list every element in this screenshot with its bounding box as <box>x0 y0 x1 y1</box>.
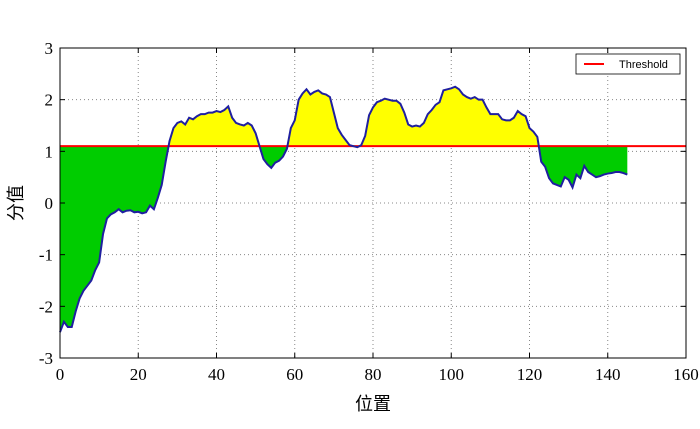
fill-above-threshold <box>287 89 354 147</box>
score-series-line <box>59 85 628 333</box>
legend-threshold-label: Threshold <box>619 59 668 71</box>
y-tick-label: 2 <box>45 91 54 110</box>
x-tick-label: 140 <box>595 365 621 384</box>
fill-above-threshold <box>168 106 260 147</box>
x-tick-label: 120 <box>517 365 543 384</box>
y-axis-label: 分值 <box>6 185 26 221</box>
y-tick-label: -3 <box>39 349 53 368</box>
x-tick-label: 0 <box>56 365 65 384</box>
y-tick-label: -2 <box>39 297 53 316</box>
x-tick-label: 60 <box>286 365 303 384</box>
x-tick-label: 20 <box>130 365 147 384</box>
y-tick-label: -1 <box>39 246 53 265</box>
x-tick-label: 100 <box>439 365 465 384</box>
axis-ticks: 0 20 40 60 80 100 120 140 160 -3 -2 -1 0 1 2 3 <box>39 39 699 384</box>
x-tick-label: 40 <box>208 365 225 384</box>
legend-box <box>575 53 681 75</box>
y-tick-label: 0 <box>45 194 54 213</box>
fill-above-threshold <box>359 86 539 147</box>
x-tick-label: 80 <box>365 365 382 384</box>
y-tick-label: 3 <box>45 39 54 58</box>
x-axis-label: 位置 <box>355 394 391 414</box>
y-tick-label: 1 <box>45 142 54 161</box>
x-tick-label: 160 <box>673 365 699 384</box>
legend: Threshold <box>575 53 681 75</box>
